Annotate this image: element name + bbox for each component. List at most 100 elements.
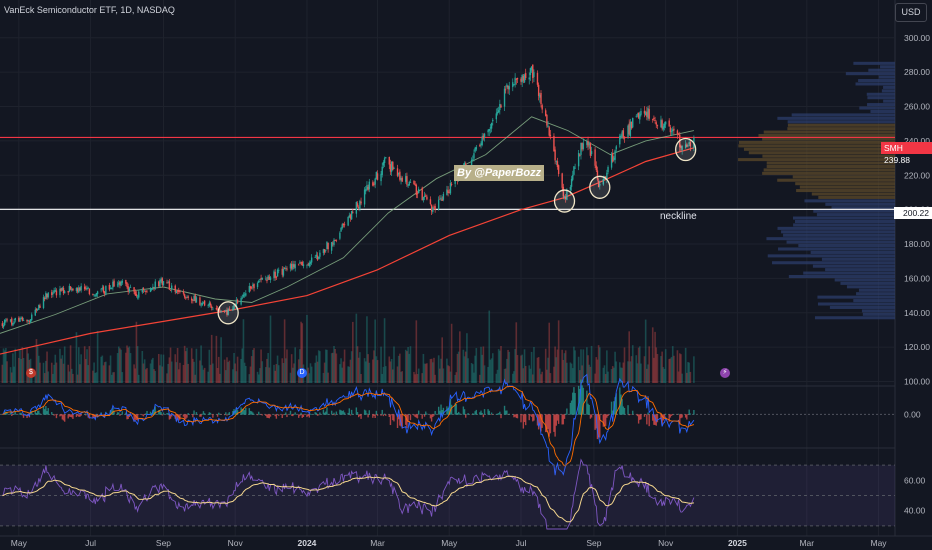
price-tick-label: 240.00 xyxy=(904,136,930,146)
volume-bar xyxy=(614,351,616,383)
candle-body xyxy=(570,178,573,187)
time-axis[interactable]: May Jul Sep Nov 2024 Mar May Jul Sep Nov 2025 Mar Ma… xyxy=(11,538,888,548)
candle-body xyxy=(2,325,5,328)
candle-body xyxy=(235,299,238,308)
macd-histogram-bar xyxy=(514,414,516,417)
candle-body xyxy=(470,159,473,168)
volume-bar xyxy=(399,353,401,383)
macd-histogram-bar xyxy=(628,414,630,416)
volume-profile-bar xyxy=(862,312,895,316)
volume-bar xyxy=(457,351,460,383)
candle-body xyxy=(125,279,127,284)
candle-body xyxy=(285,268,287,269)
volume-bar xyxy=(35,339,38,383)
dividend-icon[interactable]: $ xyxy=(26,368,36,378)
volume-bar xyxy=(195,348,198,383)
candle-body xyxy=(622,130,625,137)
macd-histogram-bar xyxy=(456,412,459,415)
price-tick-label: 140.00 xyxy=(904,308,930,318)
candle-body xyxy=(401,177,403,182)
symbol-title[interactable]: VanEck Semiconductor ETF, 1D, NASDAQ xyxy=(4,5,175,15)
candle-body xyxy=(259,279,261,280)
macd-histogram-bar xyxy=(113,411,115,415)
split-icon[interactable]: ⚡ xyxy=(720,368,730,378)
candle-body xyxy=(612,153,614,162)
macd-histogram-bar xyxy=(380,414,382,416)
volume-bar xyxy=(480,346,482,383)
volume-bar xyxy=(687,362,689,383)
price-tick-label: 180.00 xyxy=(904,239,930,249)
candle-body xyxy=(69,286,72,290)
last-price-value: 239.88 xyxy=(884,155,910,165)
volume-bar xyxy=(374,319,376,383)
volume-bar xyxy=(332,352,334,383)
macd-histogram-bar xyxy=(245,407,247,415)
volume-bar xyxy=(416,374,419,383)
volume-bar xyxy=(116,353,119,383)
horizontal-levels[interactable] xyxy=(0,136,895,210)
candle-body xyxy=(363,189,366,205)
price-tick-label: 160.00 xyxy=(904,273,930,283)
candle-body xyxy=(376,173,379,180)
volume-profile-bar xyxy=(853,61,895,65)
volume-bar xyxy=(46,351,48,383)
candle-body xyxy=(210,306,213,308)
macd-histogram-bar xyxy=(432,414,434,418)
volume-bar xyxy=(21,347,24,383)
macd-histogram-bar xyxy=(679,414,681,425)
volume-bar xyxy=(223,359,226,383)
volume-bar xyxy=(219,373,221,383)
highlight-circle xyxy=(217,301,239,325)
candle-body xyxy=(686,144,688,147)
macd-histogram-bar xyxy=(43,409,46,415)
candle-body xyxy=(381,166,383,175)
highlighted-lows[interactable] xyxy=(217,137,697,325)
axis-background xyxy=(895,0,932,550)
candle-body xyxy=(537,84,540,96)
candle-body xyxy=(227,309,229,315)
candle-body xyxy=(323,249,326,253)
volume-bar xyxy=(212,363,214,383)
candle-body xyxy=(352,212,354,214)
candle-body xyxy=(126,282,128,287)
volume-bar xyxy=(112,372,114,383)
volume-bar xyxy=(120,349,122,383)
neckline-price-tag[interactable]: 200.22 xyxy=(894,207,932,219)
macd-histogram-bar xyxy=(341,411,343,415)
earnings-icon[interactable]: D xyxy=(297,368,307,378)
candle-body xyxy=(112,281,114,288)
volume-bar xyxy=(160,354,162,383)
macd-histogram-bar xyxy=(187,413,189,415)
macd-histogram-bar xyxy=(606,414,608,418)
volume-bar xyxy=(352,321,354,383)
rsi-pane xyxy=(0,458,895,530)
macd-histogram-bar xyxy=(607,414,609,417)
volume-bar xyxy=(47,371,50,383)
candle-body xyxy=(315,254,318,257)
candle-body xyxy=(12,323,14,326)
volume-profile-bar xyxy=(840,281,895,285)
macd-histogram-bar xyxy=(676,414,679,415)
candle-body xyxy=(193,295,195,301)
volume-bar xyxy=(537,357,540,383)
rsi-tick-label: 60.00 xyxy=(904,475,926,485)
candle-body xyxy=(42,297,45,309)
volume-bar xyxy=(441,337,444,383)
candle-body xyxy=(689,142,692,147)
candle-body xyxy=(326,241,328,250)
volume-bar xyxy=(426,363,428,383)
volume-bar xyxy=(375,356,378,383)
volume-bar xyxy=(166,373,168,383)
currency-button[interactable]: USD xyxy=(895,3,927,22)
macd-histogram-bar xyxy=(577,385,580,415)
volume-bar xyxy=(245,365,247,383)
volume-bar xyxy=(587,355,589,383)
macd-histogram-bar xyxy=(34,409,36,415)
author-watermark: By @PaperBozz xyxy=(454,165,545,181)
volume-bar xyxy=(384,366,387,383)
macd-histogram-bar xyxy=(223,414,226,416)
last-price-tag[interactable]: SMH 239.88 xyxy=(881,142,932,165)
volume-profile-bar xyxy=(817,295,895,299)
volume-bar xyxy=(200,345,202,383)
